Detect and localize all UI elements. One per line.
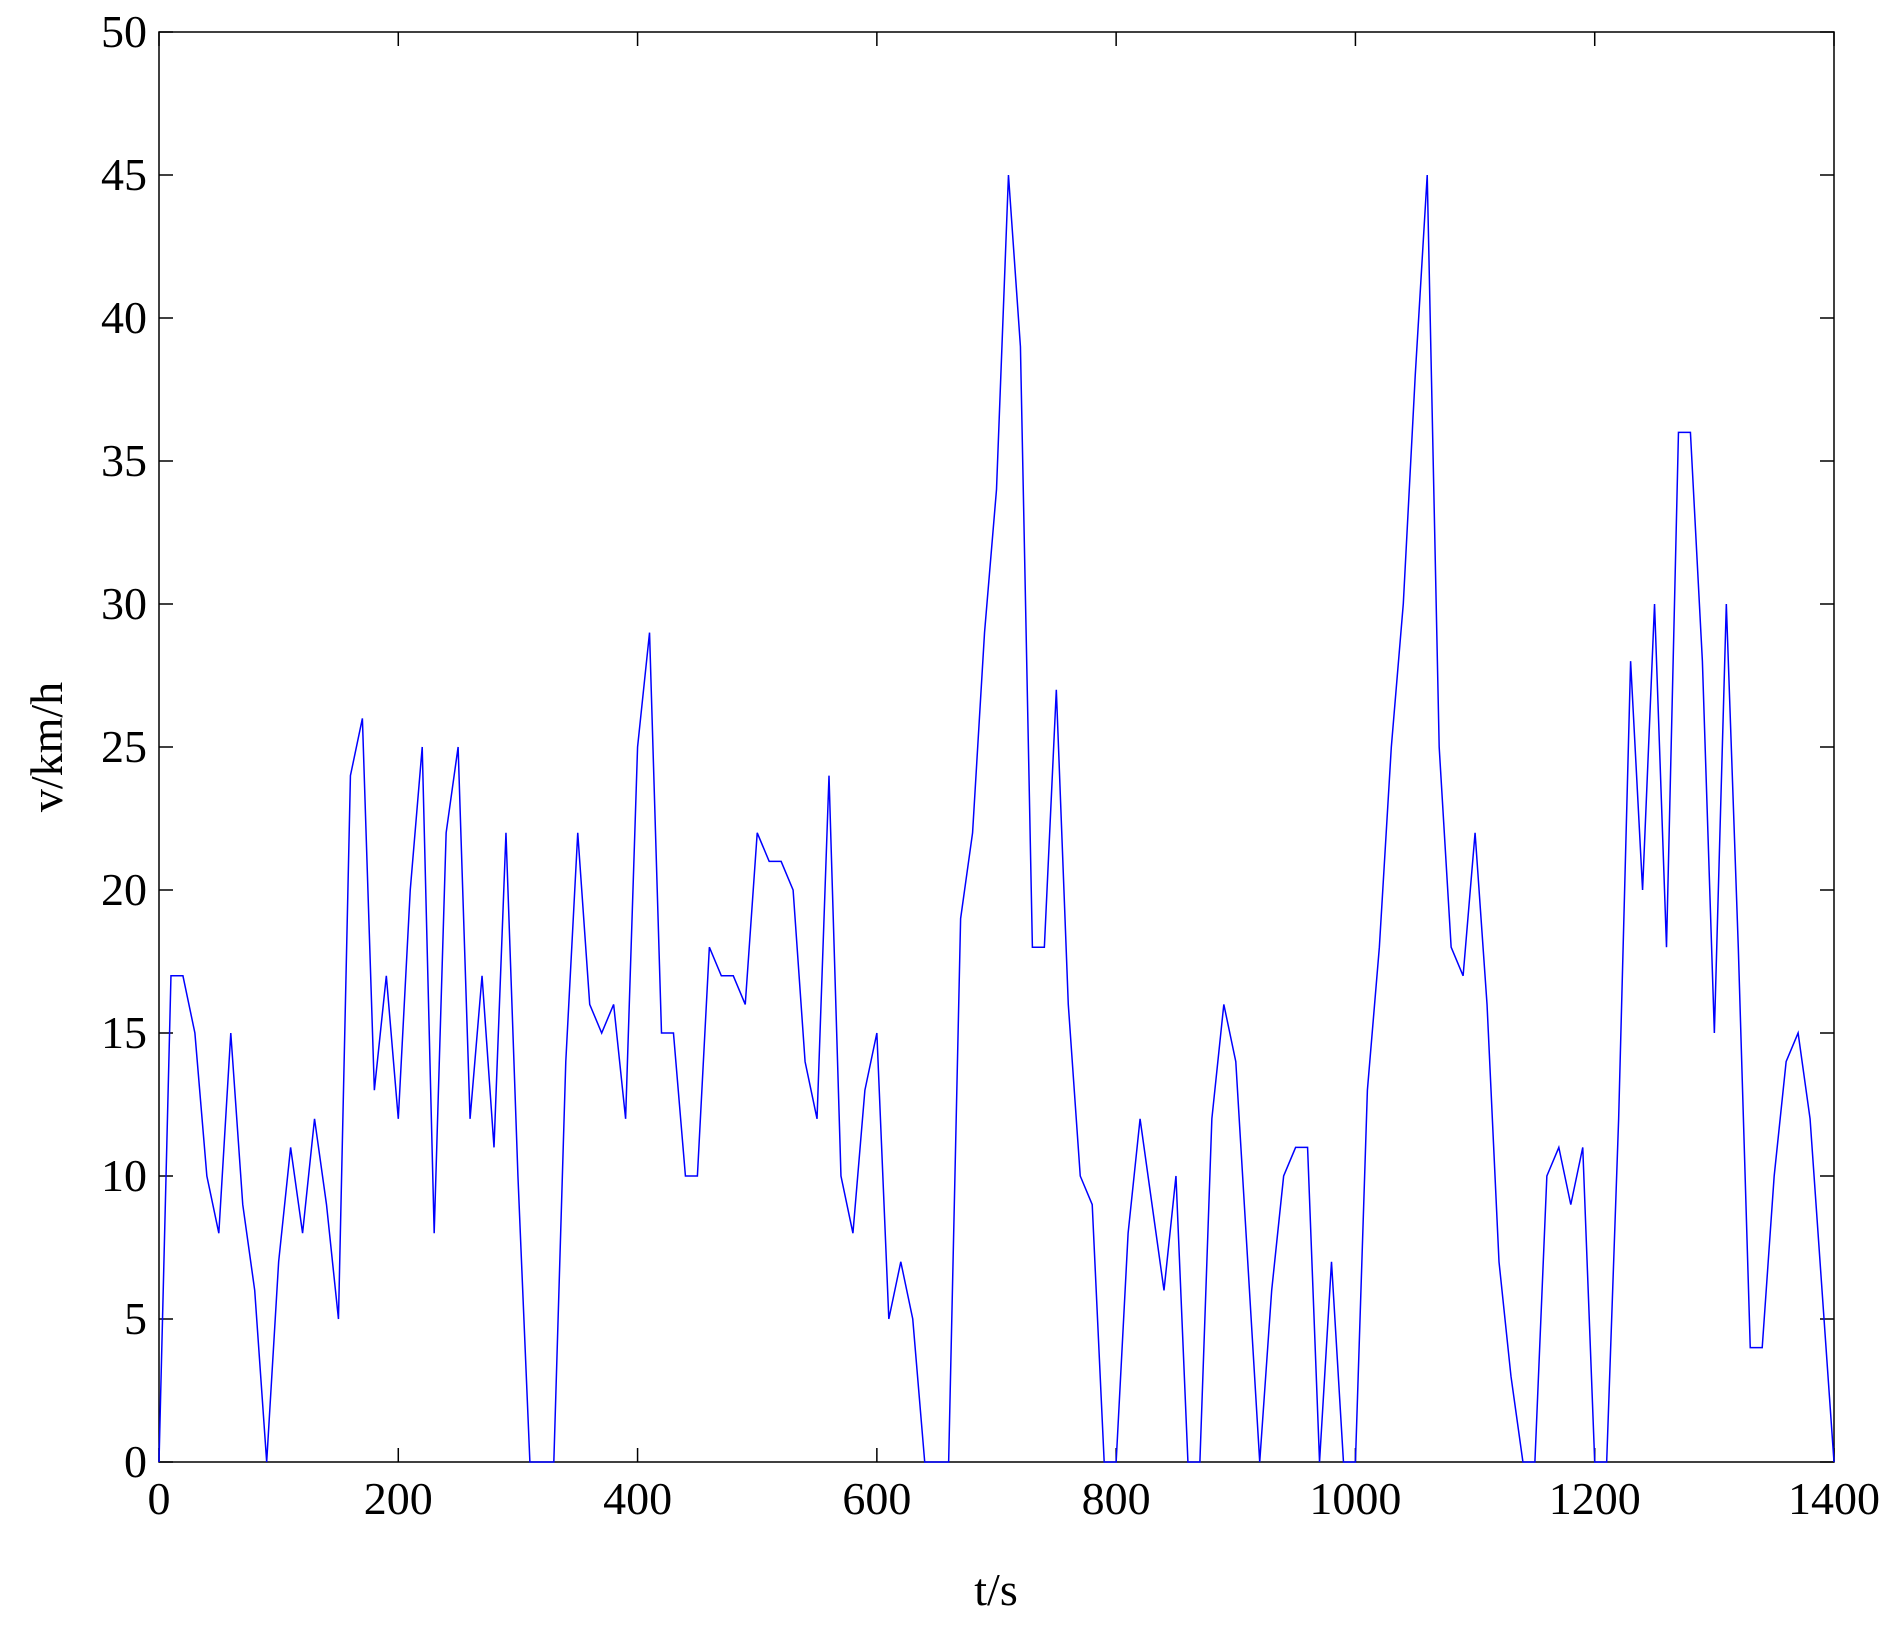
- y-tick-label: 15: [101, 1007, 147, 1058]
- plot-frame: [158, 31, 1835, 1463]
- x-tick-label: 200: [364, 1473, 433, 1524]
- x-tick-label: 1400: [1788, 1473, 1880, 1524]
- x-tick-label: 400: [603, 1473, 672, 1524]
- y-tick-label: 0: [124, 1436, 147, 1487]
- y-tick-label: 20: [101, 864, 147, 915]
- y-tick-label: 30: [101, 578, 147, 629]
- x-tick-label: 1200: [1549, 1473, 1641, 1524]
- y-tick-label: 5: [124, 1293, 147, 1344]
- y-axis-label: v/km/h: [21, 682, 72, 812]
- data-line: [158, 174, 1835, 1463]
- x-axis-label: t/s: [974, 1564, 1017, 1615]
- y-tick-label: 25: [101, 721, 147, 772]
- y-tick-label: 10: [101, 1150, 147, 1201]
- y-tick-label: 35: [101, 435, 147, 486]
- x-tick-label: 0: [148, 1473, 171, 1524]
- x-tick-label: 600: [842, 1473, 911, 1524]
- y-tick-label: 45: [101, 149, 147, 200]
- x-tick-label: 1000: [1309, 1473, 1401, 1524]
- y-tick-label: 50: [101, 6, 147, 57]
- y-tick-label: 40: [101, 292, 147, 343]
- x-tick-label: 800: [1082, 1473, 1151, 1524]
